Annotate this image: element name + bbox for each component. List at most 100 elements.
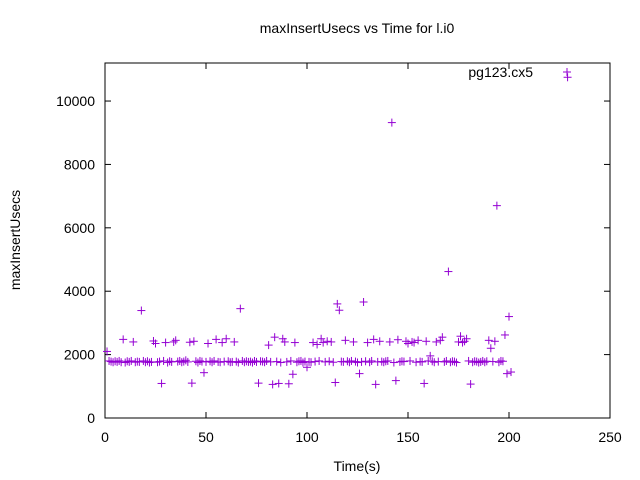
- data-point: [426, 351, 435, 360]
- chart-title: maxInsertUsecs vs Time for l.i0: [260, 20, 455, 36]
- data-point: [387, 118, 396, 127]
- data-point: [456, 332, 465, 341]
- data-point: [371, 380, 380, 389]
- data-point: [353, 358, 362, 367]
- data-point: [189, 337, 198, 346]
- data-point: [401, 337, 410, 346]
- data-point: [432, 337, 441, 346]
- data-point: [414, 336, 423, 345]
- x-axis: 0 50 100 150 200 250: [101, 63, 622, 445]
- data-point: [317, 334, 326, 343]
- data-point: [315, 356, 324, 365]
- x-tick-label: 50: [198, 429, 214, 445]
- data-point: [331, 378, 340, 387]
- data-point: [505, 312, 513, 321]
- data-point: [391, 376, 400, 385]
- data-point: [276, 358, 285, 367]
- x-tick-label: 100: [295, 429, 319, 445]
- data-point: [452, 358, 461, 367]
- data-point: [365, 358, 374, 367]
- x-tick-label: 200: [497, 429, 521, 445]
- data-point: [195, 356, 204, 365]
- data-point: [121, 358, 130, 367]
- data-point: [502, 369, 511, 378]
- y-tick-label: 6000: [64, 220, 95, 236]
- data-point: [311, 357, 320, 366]
- legend-label: pg123.cx5: [468, 64, 533, 80]
- data-point: [357, 357, 366, 366]
- data-point: [171, 336, 180, 345]
- data-point: [236, 304, 245, 313]
- data-point: [488, 357, 497, 366]
- data-point: [454, 337, 463, 346]
- data-point: [296, 356, 305, 365]
- data-point: [492, 201, 501, 210]
- x-tick-label: 150: [396, 429, 420, 445]
- y-tick-label: 8000: [64, 156, 95, 172]
- data-point: [430, 358, 439, 367]
- data-point: [369, 335, 378, 344]
- data-point: [359, 297, 368, 306]
- x-tick-label: 250: [598, 429, 622, 445]
- data-point: [115, 356, 124, 365]
- data-point: [408, 337, 417, 346]
- data-point: [498, 357, 507, 366]
- data-point: [224, 357, 233, 366]
- data-point: [341, 336, 350, 345]
- data-point: [119, 335, 128, 344]
- data-point: [321, 357, 330, 366]
- data-point: [258, 357, 267, 366]
- data-point: [103, 347, 112, 356]
- data-point: [137, 306, 146, 315]
- data-point: [347, 356, 356, 365]
- data-point: [410, 338, 419, 347]
- data-point: [309, 338, 318, 347]
- data-point: [329, 358, 338, 367]
- data-point: [389, 358, 398, 367]
- data-point: [264, 341, 273, 350]
- data-point: [486, 344, 495, 353]
- data-point: [327, 337, 336, 346]
- data-point: [313, 340, 322, 349]
- data-point: [385, 337, 394, 346]
- data-point: [286, 356, 295, 365]
- legend: pg123.cx5: [468, 64, 571, 80]
- data-point: [187, 379, 196, 388]
- y-axis-label: maxInsertUsecs: [7, 190, 23, 290]
- data-point: [232, 357, 241, 366]
- data-point: [438, 333, 447, 342]
- data-point: [161, 338, 170, 347]
- data-point: [163, 358, 172, 367]
- data-point: [216, 358, 225, 367]
- legend-plus-icon: [563, 68, 571, 76]
- data-point: [288, 370, 297, 379]
- data-point: [280, 337, 289, 346]
- data-point: [218, 338, 227, 347]
- data-point: [393, 335, 402, 344]
- data-point: [129, 337, 138, 346]
- data-point: [185, 338, 194, 347]
- data-point: [325, 357, 334, 366]
- data-point: [248, 358, 257, 367]
- data-point: [268, 380, 277, 389]
- data-points: [103, 73, 572, 389]
- data-point: [210, 356, 219, 365]
- x-axis-label: Time(s): [334, 458, 381, 474]
- data-point: [153, 358, 162, 367]
- data-point: [222, 334, 231, 343]
- data-point: [262, 356, 271, 365]
- data-point: [500, 330, 509, 339]
- data-point: [282, 357, 291, 366]
- data-point: [480, 358, 489, 367]
- data-point: [204, 339, 213, 348]
- data-point: [290, 338, 299, 347]
- data-point: [169, 337, 178, 346]
- data-point: [494, 358, 503, 367]
- data-point: [383, 356, 392, 365]
- data-point: [355, 369, 364, 378]
- y-tick-label: 4000: [64, 283, 95, 299]
- data-point: [333, 299, 342, 308]
- legend-marker-icon: [563, 68, 571, 76]
- data-point: [212, 335, 221, 344]
- data-point: [272, 357, 281, 366]
